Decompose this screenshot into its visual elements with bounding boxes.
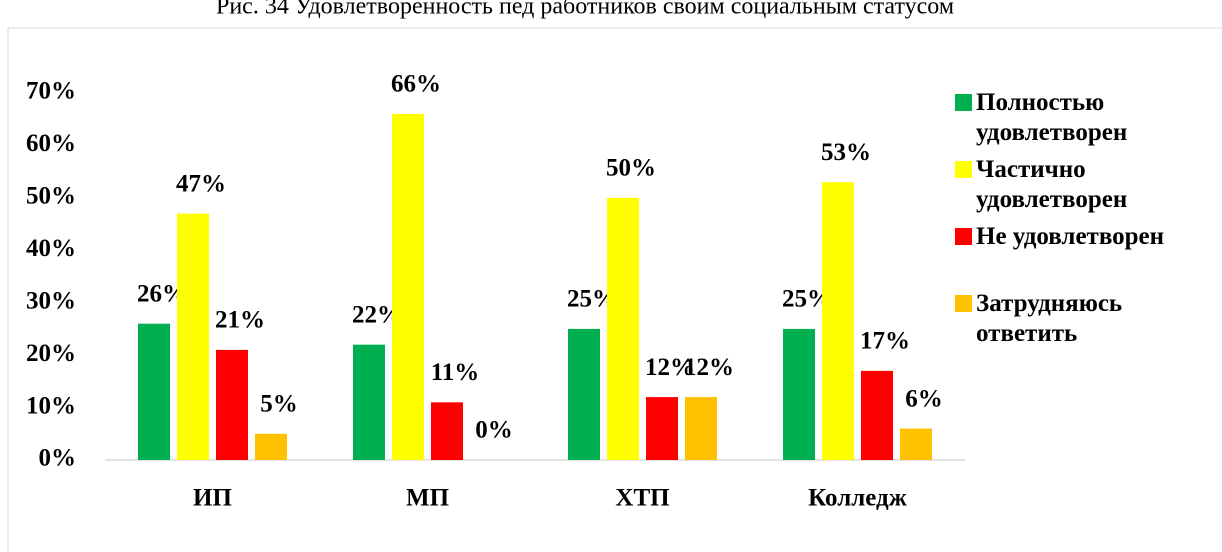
- bar: [685, 397, 717, 460]
- legend-item: Частично удовлетворен: [955, 155, 1217, 222]
- y-tick-label: 40%: [26, 235, 76, 262]
- chart-border: [7, 27, 1222, 552]
- legend: Полностью удовлетворен Частично удовлетво…: [955, 88, 1217, 356]
- chart-title: Рис. 34 Удовлетворенность пед работников…: [216, 0, 954, 20]
- value-label: 12%: [645, 354, 695, 381]
- y-tick-label: 30%: [26, 287, 76, 314]
- y-tick-label: 70%: [26, 78, 76, 105]
- legend-swatch: [955, 228, 972, 245]
- bar: [177, 213, 209, 460]
- legend-item: Затрудняюсь ответить: [955, 289, 1217, 356]
- bar: [353, 344, 385, 460]
- bar: [138, 323, 170, 460]
- value-label: 12%: [684, 354, 734, 381]
- value-label: 5%: [260, 391, 298, 418]
- x-tick-label: ХТП: [615, 485, 669, 512]
- value-label: 50%: [606, 155, 656, 182]
- legend-swatch: [955, 161, 972, 178]
- value-label: 47%: [176, 170, 226, 197]
- legend-label: Частично удовлетворен: [976, 156, 1128, 213]
- legend-swatch: [955, 94, 972, 111]
- value-label: 11%: [431, 359, 480, 386]
- legend-item: Полностью удовлетворен: [955, 88, 1217, 155]
- x-tick-label: ИП: [193, 485, 232, 512]
- x-tick-label: МП: [406, 485, 449, 512]
- y-tick-label: 10%: [26, 392, 76, 419]
- value-label: 6%: [905, 385, 943, 412]
- value-label: 0%: [475, 417, 513, 444]
- y-tick-label: 50%: [26, 183, 76, 210]
- bar: [431, 402, 463, 460]
- legend-item: Не удовлетворен: [955, 222, 1217, 289]
- legend-label: Полностью удовлетворен: [976, 89, 1128, 146]
- value-label: 66%: [391, 71, 441, 98]
- bar: [861, 370, 893, 460]
- y-tick-label: 60%: [26, 130, 76, 157]
- bar: [900, 428, 932, 460]
- bar: [646, 397, 678, 460]
- bar: [607, 197, 639, 460]
- bar: [255, 433, 287, 460]
- x-tick-label: Колледж: [808, 485, 908, 512]
- bar: [783, 328, 815, 460]
- bar: [216, 349, 248, 460]
- value-label: 53%: [821, 139, 871, 166]
- y-tick-label: 0%: [39, 445, 77, 472]
- bar: [392, 113, 424, 460]
- legend-swatch: [955, 295, 972, 312]
- bar: [822, 182, 854, 460]
- value-label: 21%: [215, 307, 265, 334]
- y-tick-label: 20%: [26, 340, 76, 367]
- bar: [568, 328, 600, 460]
- legend-label: Не удовлетворен: [976, 223, 1165, 250]
- legend-label: Затрудняюсь ответить: [976, 290, 1123, 347]
- value-label: 17%: [860, 328, 910, 355]
